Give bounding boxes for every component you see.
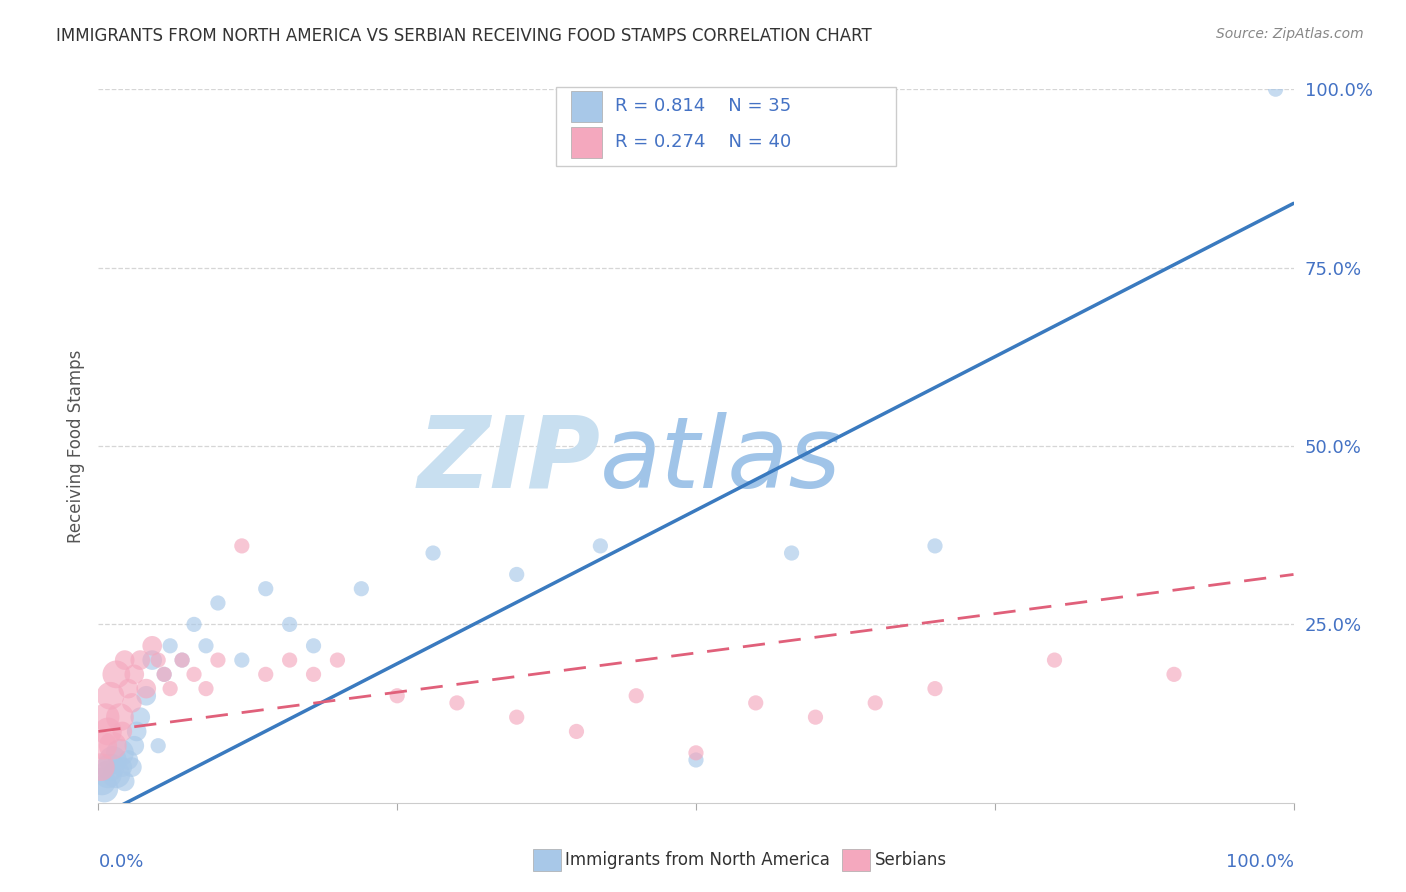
Point xyxy=(141,639,163,653)
Point xyxy=(125,724,148,739)
Point xyxy=(114,653,136,667)
Point xyxy=(183,617,205,632)
Point xyxy=(302,639,325,653)
Point xyxy=(135,689,157,703)
Y-axis label: Receiving Food Stamps: Receiving Food Stamps xyxy=(66,350,84,542)
Text: R = 0.274    N = 40: R = 0.274 N = 40 xyxy=(614,134,792,152)
Point xyxy=(863,696,886,710)
Point xyxy=(117,753,139,767)
Point xyxy=(124,739,146,753)
Point xyxy=(385,689,409,703)
Text: atlas: atlas xyxy=(600,412,842,508)
Point xyxy=(159,639,181,653)
Point xyxy=(302,667,325,681)
Text: Serbians: Serbians xyxy=(875,851,946,869)
Point xyxy=(117,681,139,696)
Point xyxy=(207,653,229,667)
Point xyxy=(90,760,112,774)
Point xyxy=(624,689,647,703)
Point xyxy=(565,724,588,739)
Point xyxy=(91,739,114,753)
Point xyxy=(105,767,128,781)
Point xyxy=(108,710,131,724)
Point xyxy=(278,617,301,632)
Point xyxy=(108,746,131,760)
Point xyxy=(183,667,205,681)
Point xyxy=(97,767,120,781)
Point xyxy=(148,653,170,667)
Point xyxy=(98,760,122,774)
Point xyxy=(129,653,152,667)
Point xyxy=(111,724,134,739)
Point xyxy=(114,774,136,789)
Text: 100.0%: 100.0% xyxy=(1226,853,1294,871)
Point xyxy=(153,667,176,681)
Point xyxy=(159,681,181,696)
Text: Immigrants from North America: Immigrants from North America xyxy=(565,851,830,869)
Point xyxy=(924,681,946,696)
Text: ZIP: ZIP xyxy=(418,412,600,508)
Point xyxy=(93,781,115,796)
Point xyxy=(804,710,827,724)
Point xyxy=(153,667,176,681)
Point xyxy=(141,653,163,667)
Point xyxy=(121,696,143,710)
Point xyxy=(207,596,229,610)
Point xyxy=(111,760,134,774)
Text: 0.0%: 0.0% xyxy=(98,853,143,871)
Point xyxy=(101,753,124,767)
Point xyxy=(121,760,143,774)
Point xyxy=(685,746,707,760)
Point xyxy=(98,689,122,703)
Point xyxy=(1043,653,1066,667)
Point xyxy=(91,774,114,789)
Point xyxy=(194,639,217,653)
Point xyxy=(254,667,277,681)
Point xyxy=(105,667,128,681)
Text: IMMIGRANTS FROM NORTH AMERICA VS SERBIAN RECEIVING FOOD STAMPS CORRELATION CHART: IMMIGRANTS FROM NORTH AMERICA VS SERBIAN… xyxy=(56,27,872,45)
Point xyxy=(194,681,217,696)
Point xyxy=(780,546,803,560)
Point xyxy=(254,582,277,596)
Point xyxy=(350,582,373,596)
Point xyxy=(745,696,768,710)
Point xyxy=(97,724,120,739)
Point xyxy=(1163,667,1185,681)
Point xyxy=(422,546,444,560)
Point xyxy=(1264,82,1286,96)
Text: Source: ZipAtlas.com: Source: ZipAtlas.com xyxy=(1216,27,1364,41)
Point xyxy=(685,753,707,767)
Point xyxy=(94,710,117,724)
Point xyxy=(172,653,194,667)
Text: R = 0.814    N = 35: R = 0.814 N = 35 xyxy=(614,97,792,115)
Point xyxy=(326,653,349,667)
Point xyxy=(129,710,152,724)
Point xyxy=(278,653,301,667)
Point xyxy=(924,539,946,553)
Point xyxy=(124,667,146,681)
Point xyxy=(506,567,529,582)
Point xyxy=(506,710,529,724)
Point xyxy=(148,739,170,753)
Point xyxy=(446,696,468,710)
Point xyxy=(101,739,124,753)
Point xyxy=(172,653,194,667)
Point xyxy=(231,539,253,553)
Point xyxy=(135,681,157,696)
Point xyxy=(231,653,253,667)
Point xyxy=(589,539,612,553)
